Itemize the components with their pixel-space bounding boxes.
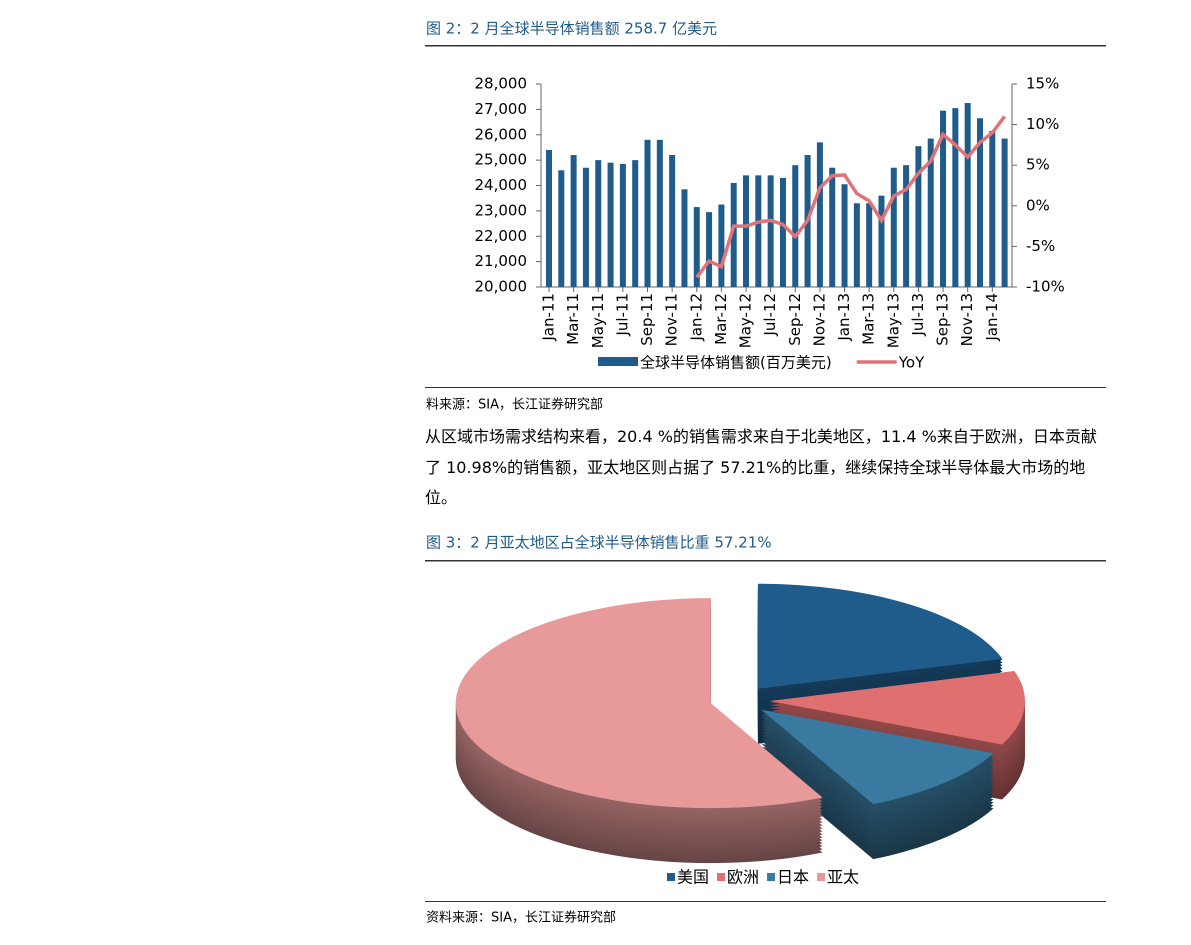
x-tick-label: Jan-13 <box>835 293 853 342</box>
y2-tick-label: 0% <box>1026 196 1050 214</box>
bar <box>607 162 614 287</box>
x-tick-label: Mar-12 <box>712 293 730 345</box>
y-tick-label: 22,000 <box>475 227 528 245</box>
bar <box>718 204 725 287</box>
x-tick-label: May-11 <box>589 293 607 348</box>
x-tick-label: Jan-11 <box>540 293 558 342</box>
x-tick-label: May-12 <box>737 293 755 348</box>
y-tick-label: 23,000 <box>475 201 528 219</box>
bar <box>693 207 700 287</box>
bar <box>976 118 983 287</box>
bar <box>878 195 885 287</box>
bar <box>669 155 676 287</box>
source: 资料来源：SIA，长江证券研究部 <box>426 910 616 926</box>
figure-title: 图 3：2 月亚太地区占全球半导体销售比重 57.21% <box>426 534 772 552</box>
bar <box>619 163 626 287</box>
bar <box>927 138 934 287</box>
bar <box>706 212 713 287</box>
bar <box>595 160 602 287</box>
bar <box>792 165 799 287</box>
bar <box>558 170 565 287</box>
x-tick-label: Jan-14 <box>983 293 1001 342</box>
bar <box>743 175 750 287</box>
bar <box>681 189 688 287</box>
x-tick-label: Sep-12 <box>786 293 804 346</box>
bar <box>890 167 897 287</box>
bar <box>841 184 848 287</box>
bar <box>989 130 996 287</box>
y-tick-label: 26,000 <box>475 125 528 143</box>
bar <box>853 203 860 287</box>
rule <box>425 387 1106 388</box>
x-tick-label: Jul-13 <box>909 293 927 337</box>
x-tick-label: Sep-13 <box>934 293 952 346</box>
bar <box>829 167 836 287</box>
legend-label: 亚太 <box>827 868 859 887</box>
x-tick-label: Jan-12 <box>687 293 705 342</box>
bar <box>730 182 737 287</box>
figure-title: 图 2：2 月全球半导体销售额 258.7 亿美元 <box>426 20 717 38</box>
bar <box>644 139 651 287</box>
y2-tick-label: 15% <box>1026 75 1059 93</box>
legend-label: 日本 <box>777 868 809 887</box>
y-tick-label: 28,000 <box>475 75 528 93</box>
y2-tick-label: -10% <box>1026 278 1065 296</box>
x-tick-label: Nov-13 <box>958 293 976 346</box>
legend-swatch <box>717 873 726 881</box>
y2-tick-label: -5% <box>1026 237 1055 255</box>
bar <box>767 175 774 287</box>
legend-label: 全球半导体销售额(百万美元) <box>640 354 832 372</box>
bar <box>940 110 947 287</box>
bar <box>952 108 959 287</box>
y2-tick-label: 5% <box>1026 156 1050 174</box>
bar <box>903 165 910 287</box>
legend-swatch <box>817 873 826 881</box>
bar <box>546 149 552 287</box>
x-tick-label: Nov-12 <box>810 293 828 346</box>
x-tick-label: Mar-13 <box>860 293 878 345</box>
bar <box>755 175 762 287</box>
y-tick-label: 24,000 <box>475 176 528 194</box>
paragraph: 从区域市场需求结构来看，20.4 %的销售需求来自于北美地区，11.4 %来自于… <box>425 427 1097 507</box>
line <box>695 115 1007 279</box>
x-tick-label: Jul-12 <box>761 293 779 337</box>
y2-tick-label: 10% <box>1026 115 1059 133</box>
x-tick-label: May-13 <box>884 293 902 348</box>
bar <box>964 103 971 287</box>
bar <box>632 160 639 287</box>
bar <box>915 146 922 287</box>
bar <box>816 142 823 287</box>
x-tick-label: Mar-11 <box>564 293 582 345</box>
bar <box>656 139 663 287</box>
y-tick-label: 21,000 <box>475 252 528 270</box>
bar <box>866 203 873 287</box>
y-tick-label: 20,000 <box>475 278 528 296</box>
y-tick-label: 25,000 <box>475 151 528 169</box>
x-tick-label: Jul-11 <box>613 293 631 337</box>
bar <box>582 167 589 287</box>
legend-swatch <box>598 357 638 366</box>
x-tick-label: Nov-11 <box>663 293 681 346</box>
rule <box>425 901 1106 902</box>
legend-swatch <box>667 873 675 881</box>
slice <box>761 709 994 805</box>
source: 料来源：SIA，长江证券研究部 <box>426 397 603 413</box>
y-tick-label: 27,000 <box>475 100 528 118</box>
bar <box>779 177 786 287</box>
slice <box>455 598 823 809</box>
bar <box>570 155 577 287</box>
rule <box>425 560 1106 562</box>
slice <box>757 583 1003 689</box>
legend-label: YoY <box>898 354 925 372</box>
legend-label: 美国 <box>677 868 709 887</box>
legend-swatch <box>767 873 776 881</box>
x-tick-label: Sep-11 <box>638 293 656 346</box>
slice <box>769 671 1025 745</box>
legend-label: 欧洲 <box>727 868 759 887</box>
rule <box>425 45 1106 47</box>
bar <box>1001 138 1008 287</box>
